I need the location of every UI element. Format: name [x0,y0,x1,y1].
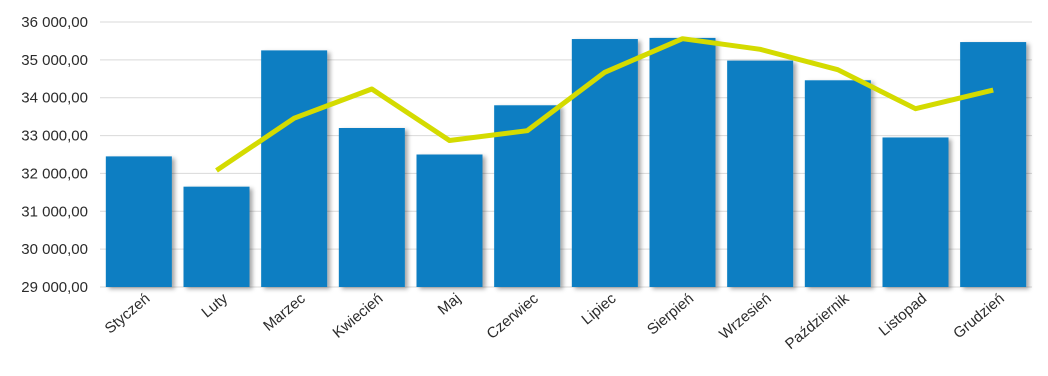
bar [804,80,871,287]
x-category-label: Październik [782,290,853,353]
bar [649,37,716,288]
x-category-label: Maj [435,290,464,319]
bar [416,154,483,287]
x-category-label: Lipiec [578,290,619,329]
x-category-label: Marzec [260,290,309,335]
bar [882,137,949,287]
bar [183,186,250,287]
x-category-label: Kwiecień [329,290,386,342]
y-tick-label: 30 000,00 [21,241,88,258]
line-series [215,36,994,173]
bar [105,156,172,287]
bar [960,42,1027,287]
x-axis-category-labels: Styczeń Luty Marzec Kwiecień Maj Czerwiec Lipi… [102,290,1008,353]
y-tick-label: 33 000,00 [21,128,88,145]
x-category-label: Czerwiec [484,290,543,343]
gridlines [100,21,1032,288]
y-tick-label: 32 000,00 [21,165,88,182]
y-tick-label: 35 000,00 [21,52,88,69]
x-category-label: Styczeń [102,290,154,337]
bar [261,50,328,288]
y-tick-label: 31 000,00 [21,203,88,220]
y-tick-label: 29 000,00 [21,279,88,296]
bar [338,128,405,287]
bar-series [105,37,1027,288]
x-category-label: Sierpień [644,290,697,338]
bar [727,60,794,287]
y-axis-tick-labels: 29 000,00 30 000,00 31 000,00 32 000,00 33 0… [21,14,88,296]
x-category-label: Listopad [876,290,930,339]
y-tick-label: 36 000,00 [21,14,88,31]
bar [571,39,638,288]
x-category-label: Grudzień [950,290,1008,342]
y-tick-label: 34 000,00 [21,90,88,107]
x-category-label: Wrzesień [716,290,775,343]
x-category-label: Luty [198,290,231,322]
